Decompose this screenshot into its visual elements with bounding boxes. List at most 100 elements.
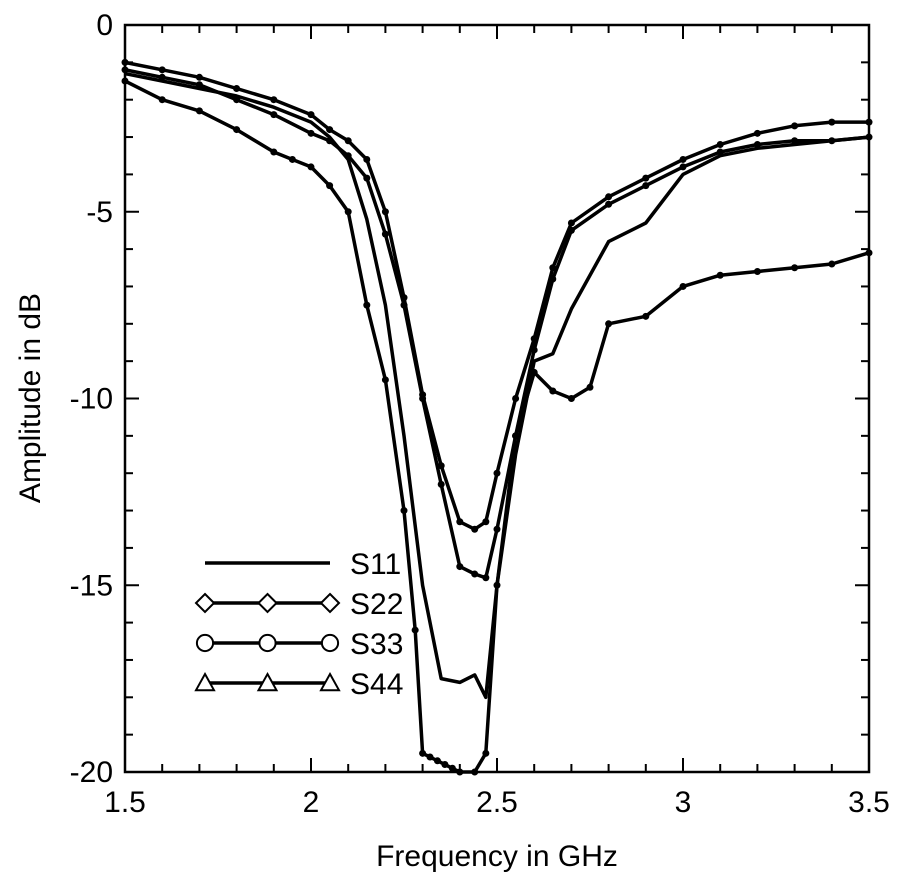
data-point <box>233 96 241 104</box>
data-point <box>344 152 352 160</box>
data-point <box>195 81 203 89</box>
legend-item-s11: S11 <box>205 548 401 581</box>
x-tick-label: 3 <box>675 786 692 819</box>
data-point <box>456 563 464 571</box>
data-point <box>326 126 334 134</box>
data-point <box>679 155 687 163</box>
data-point <box>512 432 520 440</box>
data-point <box>233 126 241 134</box>
data-point <box>448 764 456 772</box>
data-point <box>605 200 613 208</box>
data-point <box>441 761 449 769</box>
triangle-marker <box>319 671 341 692</box>
data-point <box>121 66 129 74</box>
data-point <box>307 111 315 119</box>
data-point <box>828 260 836 268</box>
data-point <box>865 133 873 141</box>
data-point <box>865 249 873 257</box>
x-tick-label: 3.5 <box>848 786 890 819</box>
data-point <box>605 320 613 328</box>
data-point <box>679 163 687 171</box>
data-point <box>363 155 371 163</box>
x-tick-label: 2 <box>303 786 320 819</box>
diamond-marker <box>257 592 278 614</box>
data-point <box>493 581 501 589</box>
data-point <box>605 193 613 201</box>
data-point <box>381 376 389 384</box>
y-tick-label: -5 <box>86 196 113 229</box>
data-point <box>419 749 427 757</box>
data-point <box>381 230 389 238</box>
data-point <box>567 395 575 402</box>
y-tick-label: -15 <box>70 569 113 602</box>
data-point <box>716 141 724 149</box>
data-point <box>828 137 836 145</box>
data-point <box>400 294 408 302</box>
data-point <box>437 480 445 488</box>
data-point <box>344 208 352 216</box>
data-point <box>753 129 761 137</box>
circle-marker <box>195 633 215 653</box>
data-point <box>482 518 490 526</box>
circle-marker <box>320 633 340 653</box>
data-point <box>363 301 371 309</box>
data-point <box>158 66 166 74</box>
x-tick-label: 1.5 <box>104 786 146 819</box>
data-point <box>270 96 278 104</box>
data-point <box>791 122 799 130</box>
data-point <box>307 163 315 171</box>
data-point <box>437 462 445 470</box>
axis-tick-labels: 1.5 2 2.5 3 3.5 0 -5 -10 -15 -20 <box>70 9 890 819</box>
legend-item-s33: S33 <box>195 628 403 661</box>
data-point <box>482 749 490 757</box>
data-point <box>828 118 836 126</box>
data-point <box>471 768 479 776</box>
x-axis-title: Frequency in GHz <box>376 840 618 873</box>
data-point <box>642 312 650 320</box>
data-point <box>288 155 296 163</box>
data-point <box>865 118 873 126</box>
data-point <box>381 208 389 216</box>
triangle-marker <box>256 671 279 692</box>
data-point <box>493 469 501 477</box>
x-tick-label: 2.5 <box>476 786 518 819</box>
data-point <box>530 335 538 343</box>
plot-frame <box>123 23 871 774</box>
series-line-s22 <box>124 79 870 774</box>
data-point <box>195 73 203 81</box>
data-point <box>121 58 129 66</box>
data-point <box>433 757 441 765</box>
legend-label: S33 <box>350 628 403 661</box>
data-point <box>411 626 419 634</box>
data-point <box>270 148 278 156</box>
data-point <box>344 137 352 145</box>
legend-item-s44: S44 <box>194 668 403 701</box>
data-point <box>233 84 241 92</box>
series-line-s11 <box>124 71 870 700</box>
circle-marker <box>258 633 277 653</box>
data-point <box>307 129 315 137</box>
data-point <box>195 107 203 115</box>
legend-label: S44 <box>350 668 403 701</box>
y-tick-label: -20 <box>70 756 113 789</box>
legend: S11 S22 S33 S44 <box>194 548 403 701</box>
data-point <box>363 174 371 182</box>
data-point <box>716 148 724 156</box>
data-point <box>642 174 650 182</box>
data-point <box>716 271 724 279</box>
data-point <box>753 141 761 149</box>
data-point <box>567 219 575 227</box>
series-group <box>121 58 873 776</box>
data-point <box>493 525 501 533</box>
legend-label: S22 <box>350 588 403 621</box>
data-point <box>326 182 334 190</box>
data-point <box>158 96 166 104</box>
data-point <box>456 768 464 776</box>
data-point <box>482 574 490 582</box>
data-point <box>326 137 334 145</box>
y-axis-title: Amplitude in dB <box>14 293 47 503</box>
series-s44 <box>121 58 873 533</box>
data-point <box>426 753 434 761</box>
data-point <box>419 391 427 399</box>
y-tick-label: -10 <box>70 383 113 416</box>
